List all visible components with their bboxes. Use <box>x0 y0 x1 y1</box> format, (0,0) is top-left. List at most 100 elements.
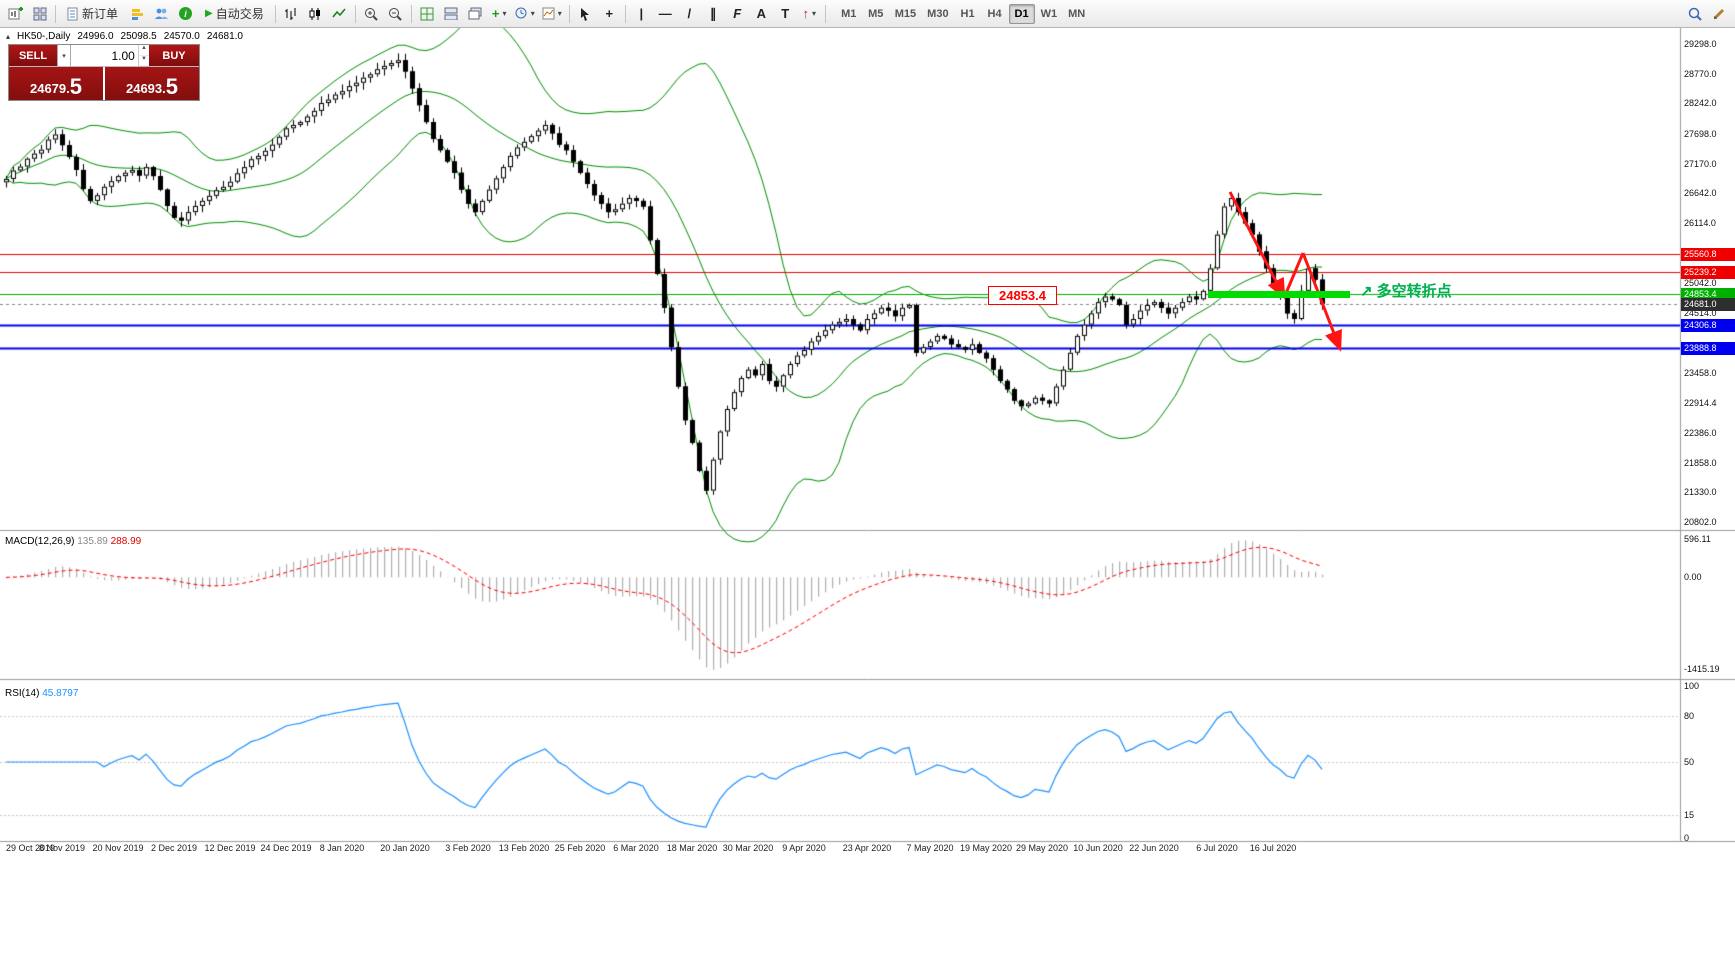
turning-point-text: 多空转折点 <box>1376 283 1452 300</box>
channel-button[interactable]: ∥ <box>702 3 725 25</box>
volume-stepper[interactable]: ▲ ▼ <box>137 45 149 66</box>
crosshair-button[interactable]: + <box>598 3 621 25</box>
buy-price: 24693. <box>125 81 166 96</box>
macd-label: MACD(12,26,9) 135.89 288.99 <box>5 536 141 547</box>
trendline-button[interactable]: / <box>678 3 701 25</box>
price-axis-tick: 28770.0 <box>1684 68 1717 79</box>
price-level-label: 25560.8 <box>1681 248 1735 262</box>
tile-windows-button[interactable] <box>440 3 463 25</box>
chevron-down-icon: ▾ <box>557 9 562 18</box>
ohlc-low: 24570.0 <box>163 31 200 42</box>
price-callout-label[interactable]: 24853.4 <box>988 286 1057 305</box>
ohlc-open: 24996.0 <box>77 31 114 42</box>
buy-price-big-digit: 5 <box>165 74 178 99</box>
text-label-button[interactable]: T <box>774 3 797 25</box>
timeframe-m5[interactable]: M5 <box>868 7 884 20</box>
rsi-value: 45.8797 <box>42 688 79 699</box>
price-axis-tick: 21858.0 <box>1684 457 1717 468</box>
candlestick-chart-button[interactable] <box>304 3 327 25</box>
chevron-down-icon: ▾ <box>812 9 817 18</box>
arrows-dropdown[interactable]: ↑ ▾ <box>798 3 821 25</box>
turning-point-note[interactable]: ↗ 多空转折点 <box>1360 280 1452 301</box>
toolbar-separator <box>274 4 276 23</box>
add-indicator-dropdown[interactable]: + ▾ <box>488 3 511 25</box>
add-indicator-icon: + <box>491 6 500 21</box>
toolbar-separator <box>824 4 826 23</box>
stepper-down-icon[interactable]: ▼ <box>138 56 149 66</box>
date-axis-label: 12 Dec 2019 <box>204 843 256 853</box>
crosshair-icon: + <box>605 6 614 21</box>
toolbar: 新订单 i ▶ 自动交易 + ▾ ▾ ▾ + | — / ∥ F A T ↑ ▾ M1… <box>0 0 1735 28</box>
price-axis-tick: 27698.0 <box>1684 129 1717 140</box>
zoom-out-button[interactable] <box>384 3 407 25</box>
timeframe-m30[interactable]: M30 <box>927 7 949 20</box>
sell-button[interactable]: SELL <box>9 45 57 66</box>
fibonacci-button[interactable]: F <box>726 3 749 25</box>
buy-price-box[interactable]: 24693. 5 <box>105 67 199 100</box>
sell-price-box[interactable]: 24679. 5 <box>9 67 103 100</box>
ohlc-high: 25098.5 <box>120 31 157 42</box>
volume-dropdown[interactable]: ▾ <box>57 45 71 66</box>
symbol-title: HK50-,Daily <box>17 31 71 42</box>
buy-button[interactable]: BUY <box>149 45 199 66</box>
date-axis-label: 8 Jan 2020 <box>319 843 365 853</box>
community-button[interactable] <box>150 3 173 25</box>
bar-chart-button[interactable] <box>280 3 303 25</box>
indicator-list-button[interactable] <box>416 3 439 25</box>
new-chart-button[interactable] <box>4 3 27 25</box>
support-zone-bar[interactable] <box>1208 291 1350 298</box>
timeframe-m15[interactable]: M15 <box>894 7 917 20</box>
info-button[interactable]: i <box>174 3 197 25</box>
toolbar-separator <box>568 4 570 23</box>
macd-title: MACD(12,26,9) <box>5 536 75 547</box>
line-chart-button[interactable] <box>328 3 351 25</box>
timeframe-mn[interactable]: MN <box>1068 7 1086 20</box>
timeframe-h1[interactable]: H1 <box>960 7 975 20</box>
profiles-button[interactable] <box>28 3 51 25</box>
timeframe-d1[interactable]: D1 <box>1008 3 1035 24</box>
volume-input[interactable] <box>71 45 138 66</box>
price-axis-tick: 21330.0 <box>1684 487 1717 498</box>
search-button[interactable] <box>1683 3 1706 25</box>
date-axis-label: 7 May 2020 <box>906 843 954 853</box>
market-depth-button[interactable] <box>126 3 149 25</box>
timeframe-group: M1 M5 M15 M30 H1 H4 D1 W1 MN <box>836 3 1090 24</box>
timeframe-w1[interactable]: W1 <box>1040 7 1058 20</box>
timeframe-m1[interactable]: M1 <box>841 7 857 20</box>
text-button[interactable]: A <box>750 3 773 25</box>
new-order-button[interactable]: 新订单 <box>60 3 125 25</box>
date-axis-label: 19 May 2020 <box>959 843 1013 853</box>
vertical-line-button[interactable]: | <box>630 3 653 25</box>
zoom-in-button[interactable] <box>360 3 383 25</box>
autotrading-button[interactable]: ▶ 自动交易 <box>198 3 271 25</box>
trendline-icon: / <box>687 6 692 21</box>
date-axis-label: 6 Mar 2020 <box>613 843 659 853</box>
period-dropdown[interactable]: ▾ <box>512 3 538 25</box>
macd-signal-value: 288.99 <box>110 536 142 547</box>
fibonacci-icon: F <box>733 6 742 21</box>
cascade-windows-button[interactable] <box>464 3 487 25</box>
horizontal-line-button[interactable]: — <box>654 3 677 25</box>
price-axis-tick: 29298.0 <box>1684 39 1717 50</box>
chevron-down-icon: ▾ <box>530 9 535 18</box>
timeframe-h4[interactable]: H4 <box>987 7 1002 20</box>
one-click-collapse-toggle[interactable]: ▴ <box>6 32 11 41</box>
date-axis-label: 20 Nov 2019 <box>92 843 144 853</box>
template-dropdown[interactable]: ▾ <box>539 3 565 25</box>
rsi-axis-tick: 50 <box>1684 757 1695 767</box>
sell-price: 24679. <box>29 81 70 96</box>
price-axis-tick: 25042.0 <box>1684 278 1717 289</box>
price-chart-canvas[interactable] <box>0 28 1735 860</box>
edit-button[interactable] <box>1708 3 1731 25</box>
stepper-up-icon[interactable]: ▲ <box>138 45 149 56</box>
price-axis-tick: 26114.0 <box>1684 218 1716 229</box>
date-axis-label: 10 Jun 2020 <box>1073 843 1123 853</box>
macd-axis-tick: 596.11 <box>1684 533 1711 544</box>
rsi-axis-tick: 0 <box>1684 833 1690 843</box>
date-axis-label: 8 Nov 2019 <box>38 843 86 853</box>
channel-icon: ∥ <box>710 5 717 21</box>
cursor-button[interactable] <box>574 3 597 25</box>
date-axis-label: 29 May 2020 <box>1015 843 1069 853</box>
toolbar-right-group <box>1683 3 1731 25</box>
toolbar-separator <box>354 4 356 23</box>
